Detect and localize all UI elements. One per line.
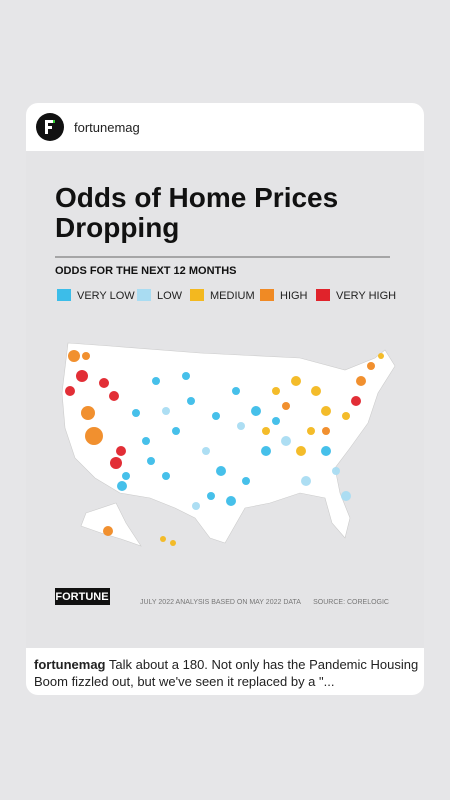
legend-label: LOW: [157, 290, 183, 302]
map-region: [99, 378, 109, 388]
legend-label: HIGH: [280, 290, 308, 302]
map-region: [122, 472, 130, 480]
map-region: [332, 467, 340, 475]
brand: FORTUNE: [55, 591, 108, 603]
map-region: [207, 492, 215, 500]
map-region: [378, 353, 384, 359]
legend-label: VERY HIGH: [336, 290, 396, 302]
map-region: [301, 476, 311, 486]
map-region: [342, 412, 350, 420]
map-region: [251, 406, 261, 416]
map-region: [82, 352, 90, 360]
caption: fortunemag Talk about a 180. Not only ha…: [34, 656, 419, 690]
username[interactable]: fortunemag: [74, 119, 140, 135]
map-region: [212, 412, 220, 420]
map-region: [202, 447, 210, 455]
map-region: [172, 427, 180, 435]
caption-username[interactable]: fortunemag: [34, 657, 106, 672]
legend-swatch: [57, 289, 71, 301]
map-region: [296, 446, 306, 456]
map-region: [311, 386, 321, 396]
map-region: [216, 466, 226, 476]
map-region: [162, 407, 170, 415]
map-region: [162, 472, 170, 480]
legend-label: VERY LOW: [77, 290, 135, 302]
map-region: [109, 391, 119, 401]
map-region: [142, 437, 150, 445]
map-region: [272, 417, 280, 425]
map-region: [367, 362, 375, 370]
map-region: [356, 376, 366, 386]
map-region: [242, 477, 250, 485]
map-region: [65, 386, 75, 396]
brand-box: [55, 588, 110, 605]
map-region: [307, 427, 315, 435]
map-region: [85, 427, 103, 445]
map-region: [351, 396, 361, 406]
post-header: fortunemag: [26, 103, 424, 151]
map-region: [322, 427, 330, 435]
map-region: [192, 502, 200, 510]
legend: VERY LOW LOW MEDIUM HIGH VERY HIGH: [57, 289, 396, 302]
map-region: [281, 436, 291, 446]
post-card: fortunemag Odds of Home Prices Dropping O…: [26, 103, 424, 695]
map-region: [237, 422, 245, 430]
legend-swatch: [137, 289, 151, 301]
map-region: [232, 387, 240, 395]
map-region: [321, 406, 331, 416]
map-region: [282, 402, 290, 410]
source: SOURCE: CORELOGIC: [313, 599, 389, 606]
map-region: [117, 481, 127, 491]
logo: [45, 120, 55, 134]
map-region: [147, 457, 155, 465]
legend-swatch: [260, 289, 274, 301]
map-region: [187, 397, 195, 405]
map-region: [261, 446, 271, 456]
map-region: [110, 457, 122, 469]
map-region: [262, 427, 270, 435]
map-region: [81, 406, 95, 420]
map-region: [132, 409, 140, 417]
legend-swatch: [316, 289, 330, 301]
avatar[interactable]: [36, 113, 64, 141]
post-image: Odds of Home Prices Dropping ODDS FOR THE…: [26, 151, 424, 648]
map-region: [321, 446, 331, 456]
map-region: [103, 526, 113, 536]
map-region: [152, 377, 160, 385]
map-region: [170, 540, 176, 546]
map-region: [291, 376, 301, 386]
map-region: [226, 496, 236, 506]
subtitle: ODDS FOR THE NEXT 12 MONTHS: [55, 265, 237, 277]
legend-label: MEDIUM: [210, 290, 255, 302]
map-region: [182, 372, 190, 380]
legend-swatch: [190, 289, 204, 301]
map-region: [116, 446, 126, 456]
map-region: [76, 370, 88, 382]
note: JULY 2022 ANALYSIS BASED ON MAY 2022 DAT…: [140, 599, 301, 606]
map-region: [272, 387, 280, 395]
map: [61, 342, 396, 547]
map-region: [341, 491, 351, 501]
map-region: [68, 350, 80, 362]
image-title-line: Odds of Home Prices Dropping: [55, 182, 338, 243]
caption-text: Talk about a 180. Not only has the Pande…: [34, 657, 419, 689]
map-region: [160, 536, 166, 542]
